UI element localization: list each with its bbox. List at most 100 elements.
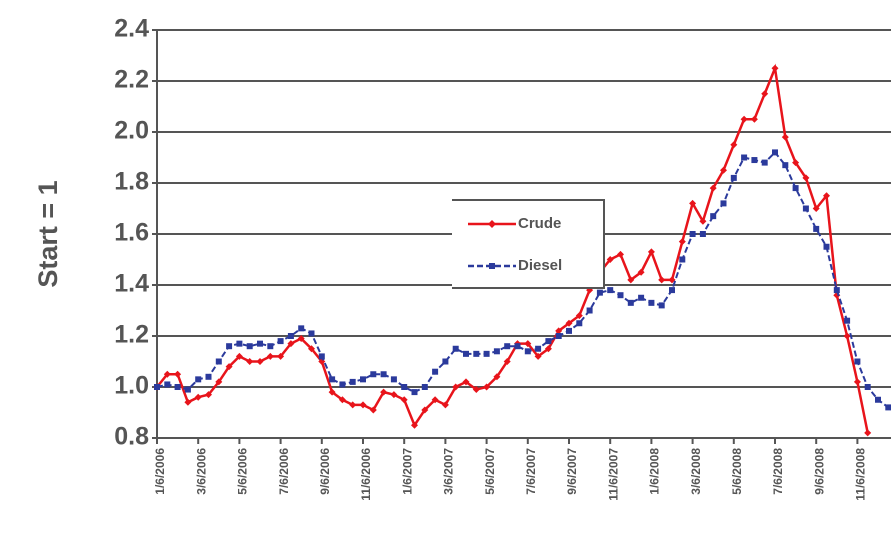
marker	[503, 358, 511, 365]
marker	[730, 141, 738, 149]
y-axis-label: Start = 1	[33, 180, 63, 287]
x-tick-label: 7/6/2007	[524, 448, 538, 495]
marker	[658, 302, 665, 309]
marker	[349, 378, 356, 385]
marker	[792, 185, 799, 192]
marker	[709, 184, 717, 192]
marker	[154, 384, 160, 390]
marker	[689, 199, 697, 207]
legend-marker	[489, 263, 495, 269]
marker	[235, 352, 243, 360]
x-tick-label: 1/6/2008	[648, 448, 662, 495]
marker	[400, 396, 408, 404]
marker	[843, 332, 851, 340]
x-tick-label: 11/6/2007	[606, 448, 620, 501]
x-tick-label: 3/6/2007	[442, 448, 456, 495]
marker	[380, 371, 387, 378]
marker	[668, 276, 676, 284]
marker	[205, 373, 212, 380]
x-tick-label: 5/6/2006	[236, 448, 250, 495]
marker	[174, 384, 181, 390]
marker	[812, 205, 820, 212]
x-tick-label: 3/6/2008	[689, 448, 703, 495]
legend-label: Crude	[518, 215, 561, 232]
marker	[493, 348, 500, 355]
marker	[184, 398, 192, 406]
x-tick-label: 5/6/2007	[483, 448, 497, 495]
marker	[669, 287, 675, 294]
marker	[266, 352, 274, 360]
marker	[720, 200, 727, 207]
marker	[473, 350, 480, 357]
marker	[648, 299, 655, 306]
marker	[215, 358, 222, 365]
marker	[462, 378, 470, 386]
x-tick-label: 7/6/2008	[771, 448, 785, 495]
y-tick-label: 1.4	[114, 270, 149, 298]
marker	[751, 157, 758, 164]
marker	[287, 333, 294, 339]
marker	[524, 348, 531, 355]
legend-box	[452, 200, 604, 288]
legend-marker	[488, 220, 496, 228]
marker	[607, 287, 614, 294]
marker	[370, 371, 377, 378]
y-tick-label: 0.8	[114, 423, 149, 451]
marker	[514, 343, 521, 350]
x-tick-label: 1/6/2006	[153, 448, 167, 495]
marker	[267, 343, 274, 350]
marker	[802, 205, 809, 212]
y-tick-label: 1.6	[114, 219, 149, 247]
marker	[338, 396, 346, 404]
x-tick-label: 11/6/2008	[854, 448, 868, 501]
marker	[441, 401, 449, 409]
marker	[565, 319, 573, 327]
marker	[442, 358, 449, 365]
y-tick-label: 2.4	[114, 15, 149, 43]
marker	[215, 378, 223, 386]
marker	[802, 174, 810, 182]
marker	[833, 287, 840, 294]
marker	[566, 327, 572, 334]
marker	[369, 406, 377, 414]
marker	[493, 373, 501, 381]
marker	[432, 368, 439, 375]
marker	[421, 406, 429, 414]
marker	[741, 154, 748, 161]
marker	[360, 376, 366, 383]
marker	[823, 243, 830, 250]
marker	[750, 115, 758, 123]
marker	[298, 325, 305, 332]
marker	[431, 396, 439, 404]
marker	[761, 159, 768, 166]
marker	[864, 384, 871, 390]
marker	[576, 320, 583, 327]
marker	[710, 213, 717, 220]
x-tick-label: 1/6/2007	[400, 448, 414, 495]
marker	[225, 363, 233, 371]
marker	[638, 294, 645, 301]
marker	[349, 401, 357, 409]
marker	[617, 250, 624, 258]
marker	[339, 381, 346, 388]
marker	[194, 393, 202, 401]
marker	[308, 330, 315, 337]
marker	[535, 345, 542, 352]
marker	[555, 327, 563, 335]
marker	[647, 248, 655, 256]
series-line	[156, 63, 869, 434]
y-tick-label: 1.8	[114, 168, 149, 196]
marker	[823, 192, 830, 200]
marker	[483, 383, 491, 391]
marker	[452, 383, 460, 391]
marker	[257, 340, 263, 347]
marker	[205, 391, 212, 399]
marker	[771, 64, 779, 72]
marker	[792, 159, 800, 167]
marker	[617, 292, 624, 299]
marker	[411, 421, 418, 429]
marker	[318, 353, 325, 360]
marker	[246, 358, 254, 365]
marker	[555, 333, 562, 339]
